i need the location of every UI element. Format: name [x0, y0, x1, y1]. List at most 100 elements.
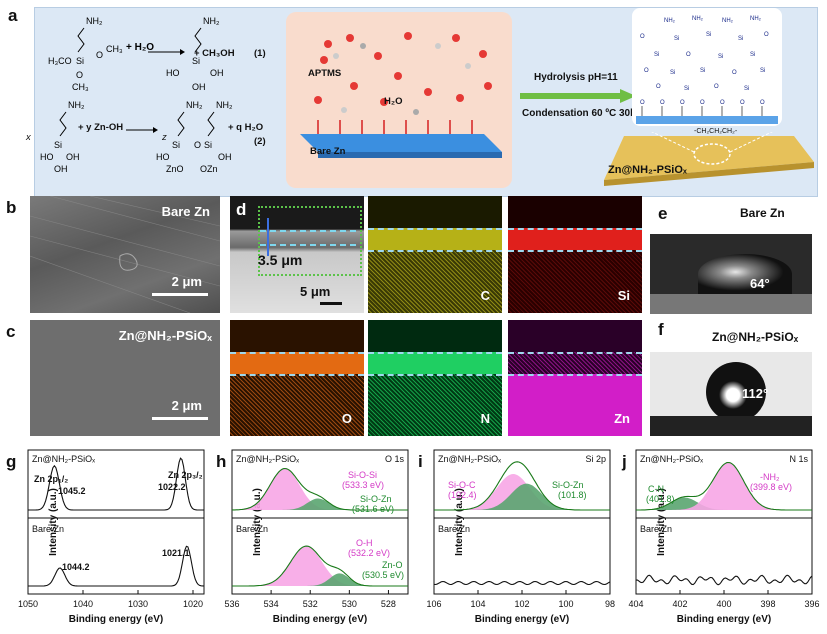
angle-e-label: 64°	[750, 276, 770, 291]
xps-h-tick-label: 532	[303, 599, 318, 609]
xps-i-core-label: Si 2p	[585, 454, 606, 464]
xps-h-b2: Zn-O	[382, 560, 403, 570]
xps-h-fill-2	[232, 498, 408, 510]
xps-j-core-label: N 1s	[789, 454, 808, 464]
panel-e-label: e	[658, 204, 668, 223]
svg-text:Si: Si	[744, 86, 749, 92]
sem-coated-zn: Zn@NH₂-PSiOₓ 2 μm	[30, 320, 220, 436]
product-label: Zn@NH₂-PSiOₓ	[608, 164, 687, 176]
zoom-box	[258, 206, 362, 276]
eds-o-line-top	[230, 352, 364, 354]
eq2-coef-x: x	[26, 132, 31, 143]
aptms-label: APTMS	[308, 68, 342, 79]
xps-g-top-peak-1: 1045.2	[58, 486, 86, 496]
svg-text:O: O	[76, 70, 83, 80]
bare-zn-label: Bare Zn	[310, 146, 346, 157]
eq1-products: + CH₃OH	[194, 48, 235, 59]
svg-text:H₃CO: H₃CO	[48, 56, 72, 66]
panel-c-label: c	[6, 322, 16, 341]
svg-text:Si: Si	[706, 32, 711, 38]
eq2-coef-y: + y Zn-OH	[78, 122, 124, 133]
panel-h-label: h	[216, 452, 227, 471]
xps-j-bottom-curve	[636, 574, 813, 586]
contact-angle-bare-zn: 64°	[650, 234, 812, 314]
eds-zn-bulk	[508, 374, 642, 436]
xps-j-tick-label: 396	[804, 599, 819, 609]
eds-map-c: C	[368, 196, 502, 313]
eds-n-label: N	[480, 411, 490, 426]
xps-h-tick-label: 530	[342, 599, 357, 609]
xps-i-top-fit	[434, 461, 610, 511]
xps-j-t1v: (401.8)	[646, 494, 675, 504]
xps-i-t1v: (102.4)	[448, 490, 477, 500]
eq1-label: (1)	[254, 48, 266, 59]
sem-c-scale-label: 2 μm	[171, 398, 202, 413]
coating-bottom-line	[260, 244, 356, 246]
xps-i-tick-label: 100	[558, 599, 573, 609]
svg-text:Si: Si	[204, 140, 212, 150]
contact-angle-coated-zn: 112°	[650, 352, 812, 436]
xps-g-tick-label: 1040	[73, 599, 93, 609]
svg-text:NH₂: NH₂	[86, 16, 103, 26]
eds-n-bulk	[368, 374, 502, 436]
eds-map-o: O	[230, 320, 364, 436]
angle-f-label: 112°	[742, 386, 769, 401]
xps-g-tick-label: 1020	[183, 599, 203, 609]
thickness-arrow	[267, 218, 269, 256]
coating-top-line	[260, 230, 356, 232]
svg-text:NH₂: NH₂	[186, 100, 203, 110]
eds-map-n: N	[368, 320, 502, 436]
xps-h-top-label: Zn@NH₂-PSiOₓ	[236, 454, 299, 464]
svg-text:Si: Si	[654, 52, 659, 58]
eds-zn-layer	[508, 352, 642, 374]
xps-j-ylabel: Intensity (a.u.)	[656, 488, 667, 556]
network-box	[632, 8, 782, 126]
eds-n-line-top	[368, 352, 502, 354]
xps-i-ylabel: Intensity (a.u.)	[454, 488, 465, 556]
xps-j-tick-label: 404	[628, 599, 643, 609]
svg-text:NH₂: NH₂	[664, 18, 676, 24]
xps-i-bottom-curve	[433, 580, 611, 586]
svg-text:O: O	[764, 32, 769, 38]
xps-g-ylabel: Intensity (a.u.)	[48, 488, 59, 556]
xps-g-tick-label: 1050	[18, 599, 38, 609]
svg-text:NH₂: NH₂	[68, 100, 85, 110]
sem-bare-zn: Bare Zn 2 μm	[30, 196, 220, 313]
svg-text:Si: Si	[674, 36, 679, 42]
svg-text:O: O	[714, 84, 719, 90]
sem-c-scalebar	[152, 417, 208, 420]
xps-h-t1v: (533.3 eV)	[342, 480, 384, 490]
xps-g-top-peak-2: 1022.2	[158, 482, 186, 492]
svg-text:O: O	[680, 100, 685, 106]
svg-text:O: O	[194, 140, 201, 150]
arrow-bottom-label: Condensation 60 ºC 30h	[522, 108, 637, 119]
xps-h-t1: Si-O-Si	[348, 470, 377, 480]
svg-text:OH: OH	[192, 82, 206, 92]
svg-text:Si: Si	[670, 70, 675, 76]
eq2-label: (2)	[254, 136, 266, 147]
xps-g-bottom-peak-1: 1044.2	[62, 562, 90, 572]
panel-g-label: g	[6, 452, 17, 471]
xps-i-bottom-label: Bare Zn	[438, 524, 470, 534]
svg-text:HO: HO	[40, 152, 54, 162]
xps-g-top-curve	[28, 457, 204, 511]
eds-si-layer	[508, 228, 642, 250]
xps-g-bottom-label: Bare Zn	[32, 524, 64, 534]
svg-text:OH: OH	[210, 68, 224, 78]
eds-c-layer	[368, 228, 502, 250]
xps-h-t2: Si-O-Zn	[360, 494, 392, 504]
eds-o-label: O	[341, 411, 352, 426]
contact-angle-e-title: Bare Zn	[740, 206, 785, 220]
xps-i-tick-label: 104	[470, 599, 485, 609]
xps-i-fill-2	[434, 483, 610, 510]
xps-h-top-fit	[232, 467, 408, 511]
xps-j-t2: -NH₂	[760, 472, 780, 482]
eds-n-line-bottom	[368, 374, 502, 376]
h2o-label: H₂O	[384, 96, 403, 107]
panel-f-label: f	[658, 320, 664, 339]
eds-map-si: Si	[508, 196, 642, 313]
xps-j-top-fit	[636, 461, 812, 511]
svg-text:Si: Si	[684, 86, 689, 92]
eds-o-bulk	[230, 374, 364, 436]
